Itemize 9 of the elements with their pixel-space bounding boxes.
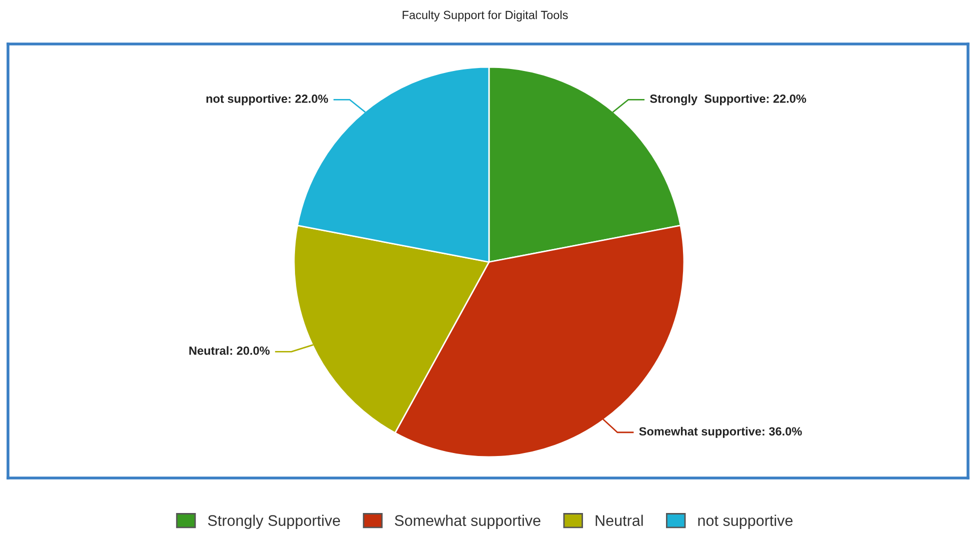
chart-title: Faculty Support for Digital Tools [402,10,568,22]
legend-label: not supportive [698,514,793,529]
data-label: Somewhat supportive: 36.0% [639,426,802,438]
legend-label: Strongly Supportive [208,514,340,529]
data-label: not supportive: 22.0% [206,94,328,106]
legend-label: Neutral [596,514,643,526]
data-label: Strongly Supportive: 22.0% [650,94,806,106]
legend-label: Somewhat supportive [394,514,540,529]
data-label: Neutral: 20.0% [189,346,270,355]
